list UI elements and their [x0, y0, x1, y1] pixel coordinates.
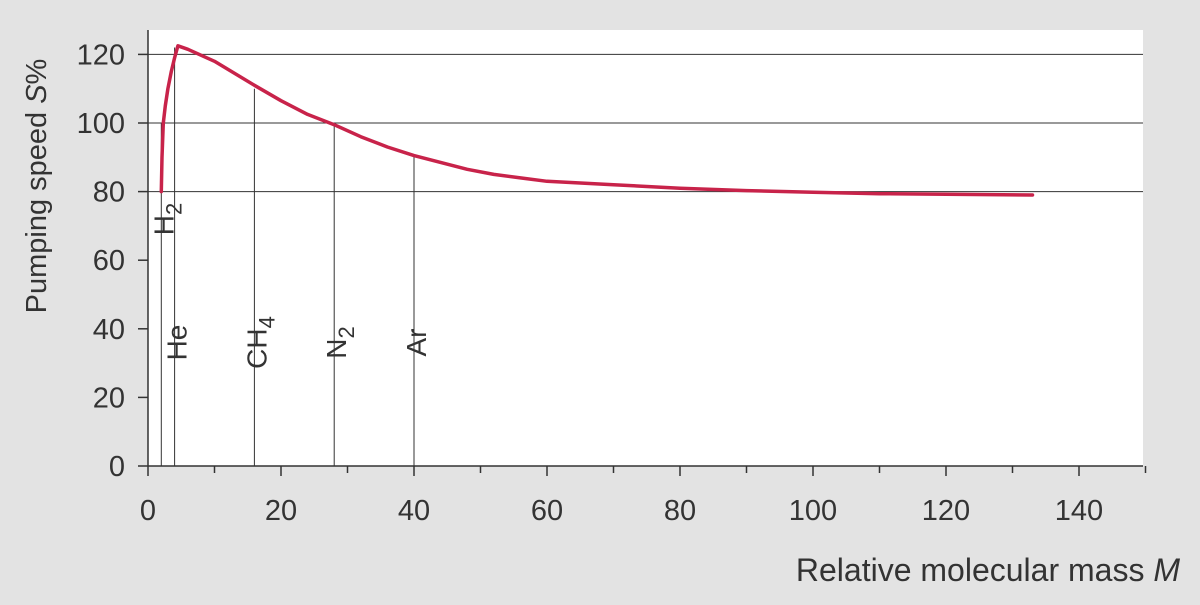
gas-label: H2 [148, 203, 186, 235]
gas-label-subscript: 4 [254, 316, 279, 328]
gas-label: Ar [401, 329, 432, 357]
series-line-pumping-speed [159, 44, 1035, 197]
x-tick-label: 20 [265, 495, 297, 527]
gas-label-subscript: 2 [334, 326, 359, 338]
gas-label-formula: Ar [401, 329, 432, 357]
gas-label-formula: CH [241, 328, 272, 368]
x-axis-label: Relative molecular mass M [796, 552, 1180, 588]
y-tick-label: 80 [93, 177, 125, 209]
x-axis-label-var: M [1153, 552, 1180, 588]
y-tick-label: 40 [93, 314, 125, 346]
y-axis-label: Pumping speed S% [21, 59, 53, 314]
y-axis-label-var: S [21, 84, 53, 104]
series-layer [159, 44, 1035, 197]
gas-label: N2 [321, 326, 359, 358]
x-tick-label: 0 [140, 495, 156, 527]
gas-label-subscript: 2 [161, 203, 186, 215]
tick-labels: 0 20 40 60 80 100 120 140 0 20 40 60 80 100 120 [77, 39, 1104, 527]
gas-label: He [162, 325, 193, 361]
y-tick-label: 100 [77, 108, 125, 140]
y-axis-label-main: Pumping speed [21, 104, 53, 314]
axes [138, 30, 1147, 476]
y-tick-label: 60 [93, 245, 125, 277]
x-tick-label: 100 [789, 495, 837, 527]
y-axis-label-unit: % [21, 59, 53, 85]
y-tick-label: 120 [77, 39, 125, 71]
x-tick-label: 40 [398, 495, 430, 527]
gas-label-formula: N [321, 339, 352, 359]
x-tick-label: 120 [922, 495, 970, 527]
x-tick-label: 140 [1055, 495, 1103, 527]
plot-area [148, 30, 1143, 466]
gas-label-formula: H [148, 215, 179, 235]
y-tick-label: 0 [109, 451, 125, 483]
gas-label-formula: He [162, 325, 193, 361]
x-axis-label-main: Relative molecular mass [796, 552, 1153, 588]
grid-lines [148, 53, 1143, 193]
y-tick-label: 20 [93, 382, 125, 414]
x-tick-label: 80 [664, 495, 696, 527]
gas-label: CH4 [241, 316, 279, 369]
x-tick-label: 60 [531, 495, 563, 527]
